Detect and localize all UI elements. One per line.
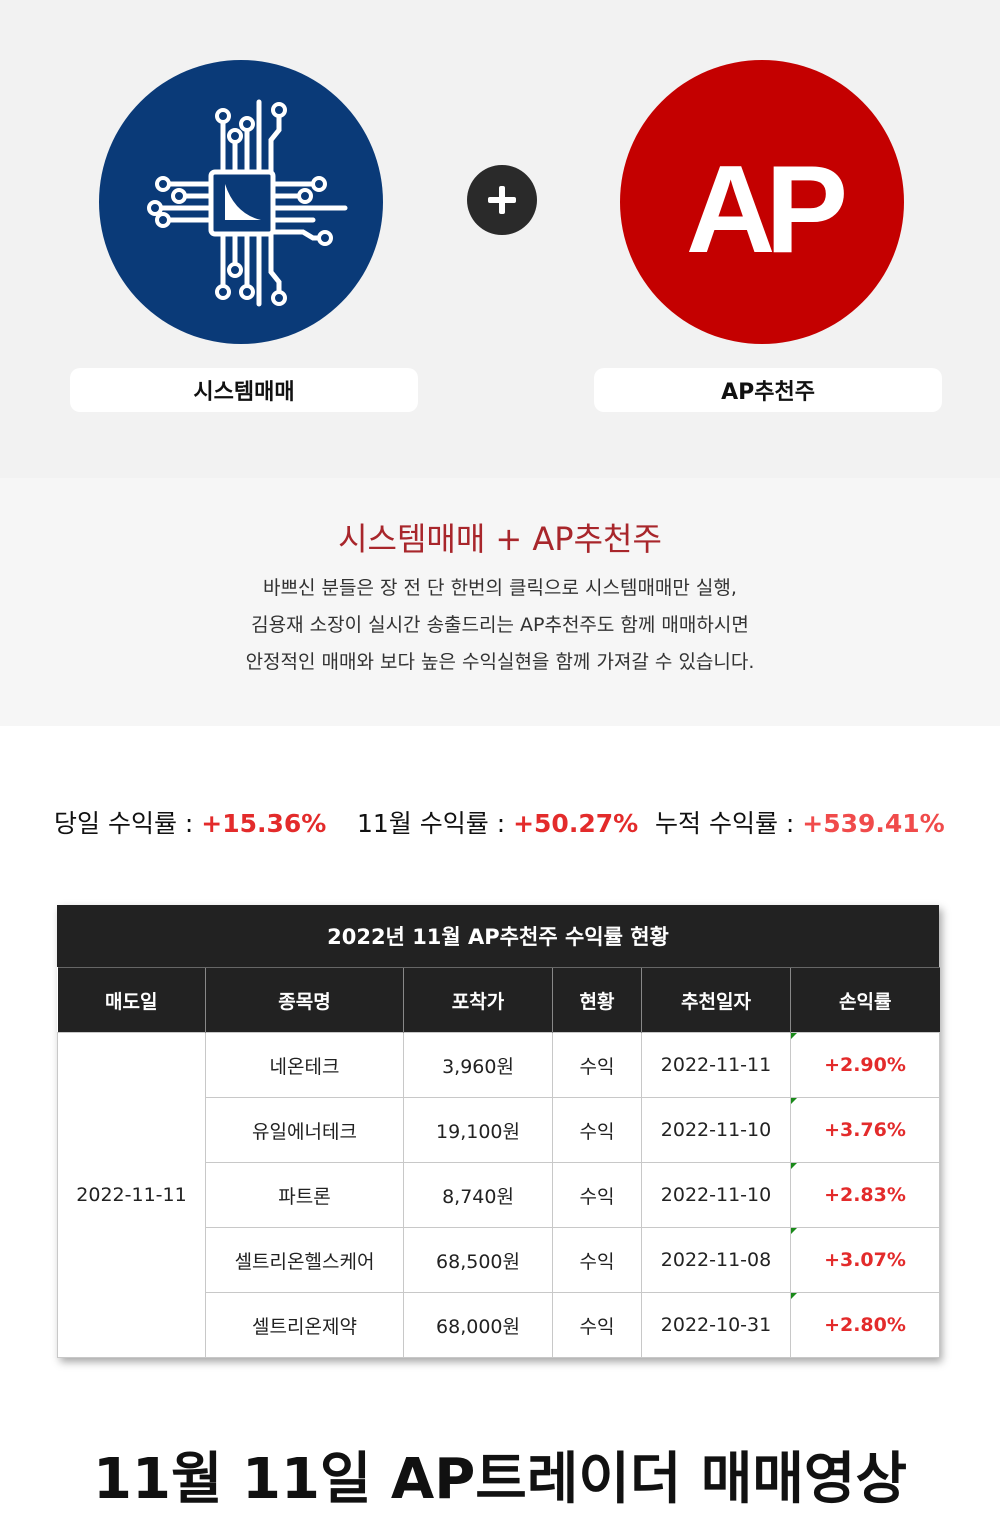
- stock-name-cell: 셀트리온제약: [205, 1292, 404, 1358]
- profit-loss-cell: +2.83%: [790, 1162, 940, 1228]
- monthly-return: 11월 수익률 : +50.27%: [357, 804, 638, 840]
- cumulative-return-label: 누적 수익률 :: [655, 809, 803, 838]
- entry-price-cell: 68,500원: [403, 1227, 553, 1293]
- system-trading-label: 시스템매매: [70, 368, 418, 412]
- profit-loss-cell: +3.07%: [790, 1227, 940, 1293]
- returns-grid: 매도일 종목명 포착가 현황 추천일자 손익률 2022-11-11 네온테크 …: [57, 967, 940, 1358]
- intro-line: 바쁘신 분들은 장 전 단 한번의 클릭으로 시스템매매만 실행,: [263, 577, 737, 599]
- hero-section: AP 시스템매매 AP추천주: [0, 0, 1000, 478]
- ap-recommend-circle: AP: [620, 60, 904, 344]
- status-cell: 수익: [552, 1227, 642, 1293]
- table-row: 2022-11-11 네온테크 3,960원 수익 2022-11-11 +2.…: [57, 1032, 940, 1358]
- table-row: 셀트리온제약 68,000원 수익 2022-10-31 +2.80%: [58, 1292, 940, 1358]
- daily-return-label: 당일 수익률 :: [54, 809, 202, 838]
- table-header-row: 매도일 종목명 포착가 현황 추천일자 손익률: [57, 967, 940, 1033]
- intro-body: 바쁘신 분들은 장 전 단 한번의 클릭으로 시스템매매만 실행, 김용재 소장…: [0, 570, 1000, 681]
- table-title: 2022년 11월 AP추천주 수익률 현황: [57, 905, 939, 967]
- intro-line: 안정적인 매매와 보다 높은 수익실현을 함께 가져갈 수 있습니다.: [245, 651, 755, 673]
- monthly-return-label: 11월 수익률 :: [357, 809, 514, 838]
- profit-loss-cell: +2.90%: [790, 1032, 940, 1098]
- plus-icon: [467, 165, 537, 235]
- header-entry-price: 포착가: [403, 967, 553, 1033]
- cumulative-return: 누적 수익률 : +539.41%: [655, 804, 945, 840]
- header-profit-loss: 손익률: [790, 967, 940, 1033]
- intro-title: 시스템매매 + AP추천주: [338, 520, 662, 558]
- cumulative-return-value: +539.41%: [802, 809, 945, 838]
- status-cell: 수익: [552, 1097, 642, 1163]
- rec-date-cell: 2022-11-10: [641, 1162, 791, 1228]
- stock-name-cell: 파트론: [205, 1162, 404, 1228]
- header-stock-name: 종목명: [205, 967, 404, 1033]
- stock-name-cell: 유일에너테크: [205, 1097, 404, 1163]
- table-row: 파트론 8,740원 수익 2022-11-10 +2.83%: [58, 1162, 940, 1228]
- rec-date-cell: 2022-11-11: [641, 1032, 791, 1098]
- daily-return-value: +15.36%: [201, 809, 327, 838]
- entry-price-cell: 68,000원: [403, 1292, 553, 1358]
- entry-price-cell: 19,100원: [403, 1097, 553, 1163]
- intro-section: 시스템매매 + AP추천주 바쁘신 분들은 장 전 단 한번의 클릭으로 시스템…: [0, 478, 1000, 726]
- ap-recommend-label: AP추천주: [594, 368, 942, 412]
- rec-date-cell: 2022-11-08: [641, 1227, 791, 1293]
- ap-logo: AP: [686, 141, 855, 279]
- entry-price-cell: 8,740원: [403, 1162, 553, 1228]
- header-rec-date: 추천일자: [641, 967, 791, 1033]
- daily-return: 당일 수익률 : +15.36%: [54, 804, 326, 840]
- profit-loss-cell: +2.80%: [790, 1292, 940, 1358]
- svg-text:AP: AP: [686, 141, 845, 279]
- status-cell: 수익: [552, 1162, 642, 1228]
- sell-date-cell: 2022-11-11: [57, 1032, 206, 1358]
- returns-table: 2022년 11월 AP추천주 수익률 현황 매도일 종목명 포착가 현황 추천…: [57, 905, 940, 1358]
- rec-date-cell: 2022-10-31: [641, 1292, 791, 1358]
- intro-line: 김용재 소장이 실시간 송출드리는 AP추천주도 함께 매매하시면: [251, 614, 749, 636]
- status-cell: 수익: [552, 1292, 642, 1358]
- profit-loss-cell: +3.76%: [790, 1097, 940, 1163]
- return-stats: 당일 수익률 : +15.36% 11월 수익률 : +50.27% 누적 수익…: [0, 800, 1000, 844]
- header-status: 현황: [552, 967, 642, 1033]
- entry-price-cell: 3,960원: [403, 1032, 553, 1098]
- stock-name-cell: 네온테크: [205, 1032, 404, 1098]
- status-cell: 수익: [552, 1032, 642, 1098]
- rec-date-cell: 2022-11-10: [641, 1097, 791, 1163]
- chip-icon: [147, 99, 348, 307]
- system-trading-circle: [99, 60, 383, 344]
- video-section-title: 11월 11일 AP트레이더 매매영상: [93, 1447, 907, 1512]
- monthly-return-value: +50.27%: [513, 809, 639, 838]
- header-sell-date: 매도일: [57, 967, 206, 1033]
- stock-name-cell: 셀트리온헬스케어: [205, 1227, 404, 1293]
